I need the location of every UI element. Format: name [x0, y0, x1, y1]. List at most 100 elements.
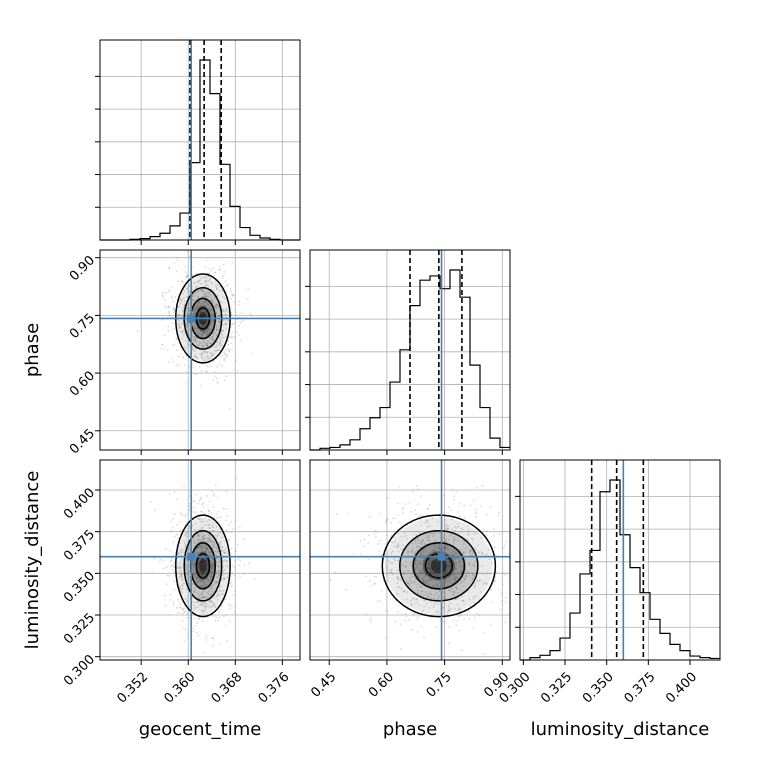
sample-point — [202, 505, 205, 508]
sample-point — [444, 519, 446, 522]
sample-point — [201, 320, 204, 323]
sample-point — [444, 579, 447, 582]
sample-point — [212, 637, 215, 639]
sample-point — [201, 282, 203, 285]
sample-point — [431, 561, 433, 564]
sample-point — [458, 607, 461, 610]
sample-point — [180, 337, 183, 340]
sample-point — [207, 332, 210, 334]
sample-point — [193, 562, 196, 564]
sample-point — [423, 594, 425, 597]
sample-point — [214, 580, 217, 583]
sample-point — [399, 647, 402, 650]
x-axis-label: phase — [383, 719, 437, 740]
sample-point — [219, 285, 221, 288]
sample-point — [220, 550, 223, 553]
sample-point — [460, 527, 463, 530]
sample-point — [435, 574, 438, 577]
sample-point — [471, 538, 474, 541]
sample-point — [417, 592, 420, 595]
sample-point — [208, 527, 211, 529]
sample-point — [229, 582, 232, 585]
sample-point — [504, 574, 507, 577]
sample-point — [211, 565, 214, 568]
sample-point — [442, 584, 445, 587]
sample-point — [191, 295, 194, 298]
sample-point — [433, 604, 435, 607]
sample-point — [435, 548, 438, 551]
sample-point — [187, 636, 189, 639]
sample-point — [205, 295, 208, 298]
sample-point — [206, 351, 209, 354]
sample-point — [223, 351, 226, 354]
sample-point — [368, 515, 371, 518]
truth-marker — [187, 552, 196, 561]
sample-point — [202, 312, 205, 315]
sample-point — [421, 586, 423, 589]
sample-point — [471, 571, 474, 574]
sample-point — [185, 533, 187, 536]
y-tick-label: 0.45 — [67, 426, 98, 457]
sample-point — [475, 595, 478, 598]
sample-point — [461, 528, 464, 531]
sample-point — [369, 579, 371, 582]
sample-point — [385, 518, 388, 521]
sample-point — [429, 592, 431, 595]
sample-point — [214, 375, 216, 378]
sample-point — [196, 517, 199, 520]
sample-point — [183, 346, 186, 349]
sample-point — [200, 302, 203, 305]
sample-point — [208, 539, 211, 541]
sample-point — [212, 506, 215, 509]
sample-point — [201, 290, 204, 293]
sample-point — [151, 572, 154, 575]
sample-point — [216, 616, 218, 619]
sample-point — [432, 535, 434, 537]
sample-point — [198, 366, 201, 369]
sample-point — [199, 315, 202, 318]
sample-point — [192, 627, 194, 630]
sample-point — [363, 538, 366, 541]
sample-point — [419, 585, 422, 588]
sample-point — [462, 576, 465, 579]
sample-point — [347, 512, 350, 515]
sample-point — [195, 493, 197, 496]
sample-point — [209, 551, 212, 554]
sample-point — [231, 336, 234, 339]
sample-point — [397, 559, 400, 562]
sample-point — [449, 573, 452, 576]
sample-point — [198, 580, 201, 582]
sample-point — [422, 576, 425, 579]
sample-point — [195, 339, 197, 342]
sample-point — [205, 275, 208, 278]
sample-point — [153, 557, 156, 560]
sample-point — [448, 609, 451, 612]
sample-point — [203, 321, 206, 324]
sample-point — [485, 572, 488, 575]
sample-point — [198, 346, 201, 349]
sample-point — [209, 341, 212, 344]
sample-point — [373, 575, 376, 578]
sample-point — [208, 291, 211, 294]
sample-point — [212, 545, 215, 548]
sample-point — [416, 630, 419, 633]
sample-point — [475, 512, 478, 515]
sample-point — [485, 513, 488, 516]
sample-point — [467, 561, 470, 564]
sample-point — [207, 580, 210, 583]
sample-point — [205, 259, 208, 262]
sample-point — [476, 612, 478, 615]
sample-point — [403, 590, 405, 593]
sample-point — [450, 533, 452, 536]
sample-point — [375, 575, 378, 578]
sample-point — [419, 553, 422, 556]
sample-point — [237, 557, 240, 560]
sample-point — [457, 610, 460, 613]
sample-point — [224, 313, 227, 316]
sample-point — [416, 598, 419, 601]
sample-point — [163, 334, 166, 336]
sample-point — [217, 592, 220, 595]
sample-point — [213, 544, 216, 547]
sample-point — [230, 290, 232, 293]
sample-point — [467, 529, 470, 532]
